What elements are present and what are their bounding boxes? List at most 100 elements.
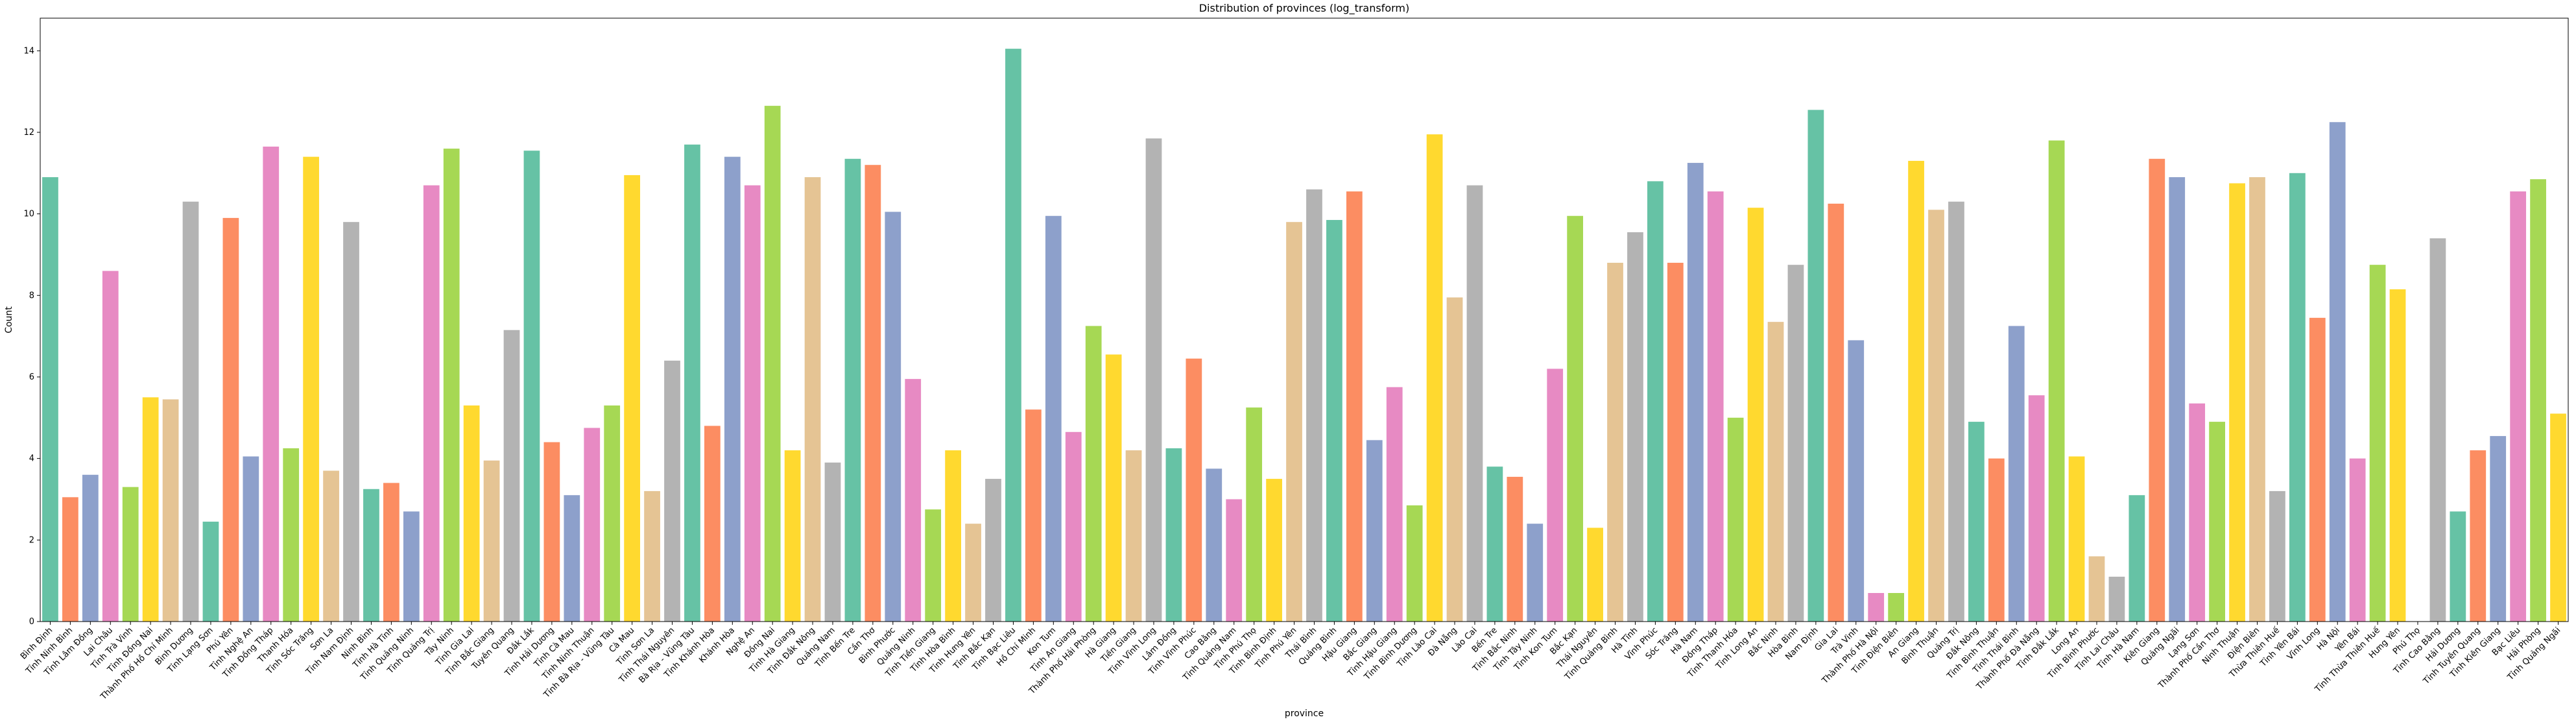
bar: [383, 483, 400, 622]
bar: [2389, 289, 2406, 622]
bar: [2429, 238, 2446, 622]
bar: [323, 470, 339, 622]
bar: [82, 474, 99, 622]
bar: [1888, 593, 1905, 622]
bar: [744, 185, 761, 622]
bar: [263, 146, 280, 622]
bar: [1747, 208, 1764, 622]
bar: [1647, 181, 1664, 622]
bar: [1486, 466, 1503, 622]
bar: [2490, 436, 2507, 622]
bar: [1527, 524, 1544, 622]
bar: [1587, 527, 1603, 622]
bar: [1165, 448, 1182, 622]
bar: [1466, 185, 1483, 622]
bar: [1105, 354, 1122, 622]
bar: [1085, 326, 1102, 622]
bar: [965, 524, 981, 622]
bar: [1567, 215, 1584, 622]
y-tick-label: 14: [23, 46, 34, 56]
bar: [2289, 173, 2306, 622]
bar: [2068, 456, 2085, 622]
bar: [142, 397, 159, 622]
bar: [222, 217, 239, 622]
bar: [844, 158, 861, 622]
bar: [2550, 413, 2566, 622]
bar: [684, 144, 700, 622]
bar: [2450, 511, 2466, 622]
bar: [2108, 576, 2125, 622]
bar: [303, 156, 320, 622]
bar: [283, 448, 300, 622]
bar: [2189, 403, 2206, 622]
bar: [42, 177, 58, 622]
bar: [523, 151, 540, 622]
bar: [2269, 490, 2285, 622]
bar: [1848, 340, 1865, 622]
bar: [62, 497, 78, 622]
y-tick-label: 4: [29, 454, 34, 464]
plot-frame: [40, 18, 2569, 622]
bar: [1326, 220, 1342, 622]
bar: [483, 460, 500, 622]
bar: [985, 479, 1001, 622]
bar: [2169, 177, 2186, 622]
bar: [2309, 317, 2326, 622]
bar: [243, 456, 259, 622]
bar: [1928, 210, 1944, 622]
bar: [1507, 476, 1523, 622]
bar: [1045, 215, 1062, 622]
bar: [403, 511, 420, 622]
bar: [1306, 189, 1322, 622]
bar: [1366, 440, 1383, 622]
bar: [2048, 140, 2065, 622]
bar: [1627, 232, 1643, 622]
bar: [1968, 422, 1985, 622]
bar: [1667, 263, 1684, 622]
bar: [2369, 265, 2386, 622]
bar: [102, 271, 119, 622]
bar: [2470, 450, 2487, 622]
bar: [2249, 177, 2265, 622]
bar: [182, 201, 199, 622]
bar: [343, 222, 359, 622]
bar: [122, 487, 139, 622]
bar: [2329, 122, 2346, 622]
bar: [824, 462, 841, 622]
y-axis-label: Count: [4, 306, 14, 333]
bar: [804, 177, 821, 622]
bar: [1687, 163, 1704, 622]
bar: [1406, 505, 1423, 622]
x-axis-label: province: [1285, 708, 1324, 719]
bar: [2229, 183, 2245, 622]
bar: [764, 106, 781, 622]
bar: [704, 426, 721, 622]
bar: [2028, 395, 2045, 622]
bar: [1446, 297, 1463, 622]
bar: [2510, 191, 2527, 622]
bar: [1707, 191, 1724, 622]
bar: [1426, 134, 1443, 622]
bar: [925, 509, 942, 622]
bar: [543, 442, 560, 622]
bar: [584, 428, 601, 622]
bar: [2088, 556, 2105, 622]
bar: [1125, 450, 1142, 622]
bar: [1727, 417, 1744, 622]
bar: [1286, 222, 1302, 622]
bar: [1266, 479, 1282, 622]
bar: [2149, 158, 2165, 622]
bar: [724, 156, 741, 622]
bar: [2008, 326, 2025, 622]
y-tick-label: 6: [29, 372, 34, 382]
bar: [905, 379, 922, 622]
bar: [1908, 160, 1924, 622]
bar: [1246, 407, 1263, 622]
bar: [423, 185, 440, 622]
bar: [363, 489, 379, 622]
bar: [644, 490, 660, 622]
bar: [604, 405, 621, 622]
bar: [885, 212, 901, 622]
bar: [1828, 203, 1844, 622]
